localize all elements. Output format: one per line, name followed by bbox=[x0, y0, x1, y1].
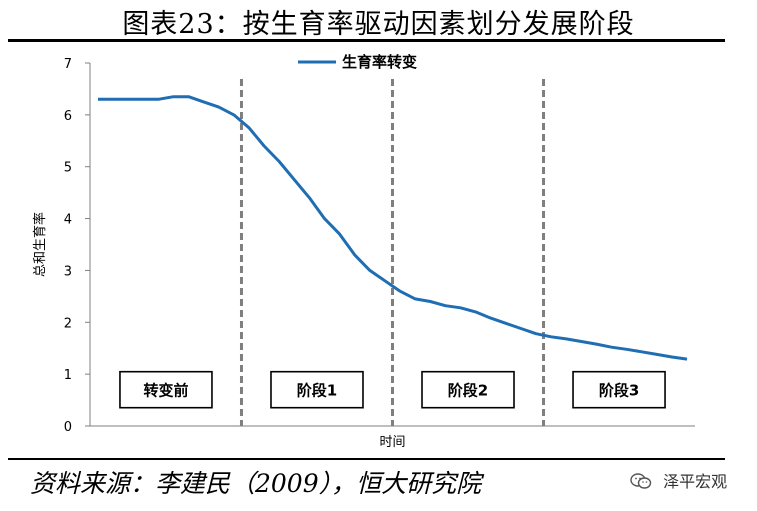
stage-box-frame bbox=[119, 370, 213, 409]
source-note: 资料来源：李建民（2009），恒大研究院 bbox=[30, 469, 482, 498]
y-axis: 0 1 2 3 4 5 6 7 bbox=[64, 57, 91, 435]
title-rule bbox=[8, 39, 725, 42]
page-title: 图表23：按生育率驱动因素划分发展阶段 bbox=[122, 9, 635, 40]
footer-rule bbox=[8, 458, 725, 460]
stage-labels: 转变前 阶段1 阶段2 阶段3 bbox=[119, 370, 666, 409]
y-tick-label: 6 bbox=[64, 109, 72, 124]
y-axis-label: 总和生育率 bbox=[32, 212, 48, 277]
series-line bbox=[98, 95, 688, 361]
stage-box: 转变前 bbox=[119, 370, 213, 409]
stage-box-frame bbox=[421, 370, 515, 409]
series-group bbox=[97, 95, 688, 361]
stage-box-frame bbox=[270, 370, 364, 409]
fertility-line-chart: 0 1 2 3 4 5 6 7 转变前 阶段1 阶段2 阶段3 生育率转变 总和生育率 时间 bbox=[32, 53, 695, 450]
stage-label: 转变前 bbox=[143, 382, 188, 400]
y-tick-label: 0 bbox=[64, 420, 72, 435]
y-tick-label: 1 bbox=[64, 368, 72, 383]
brand-badge: 泽平宏观 bbox=[630, 468, 727, 494]
stage-label: 阶段2 bbox=[448, 382, 488, 400]
y-tick-label: 7 bbox=[64, 57, 72, 72]
legend: 生育率转变 bbox=[298, 53, 417, 71]
stage-box: 阶段3 bbox=[572, 370, 666, 409]
stage-box: 阶段2 bbox=[421, 370, 515, 409]
stage-label: 阶段1 bbox=[297, 382, 337, 400]
y-tick-label: 3 bbox=[64, 264, 72, 279]
y-tick-label: 4 bbox=[64, 213, 72, 228]
stage-box: 阶段1 bbox=[270, 370, 364, 409]
x-axis-label: 时间 bbox=[379, 435, 405, 450]
stage-box-frame bbox=[572, 370, 666, 409]
stage-dividers bbox=[239, 79, 546, 426]
y-tick-label: 5 bbox=[64, 161, 72, 176]
stage-label: 阶段3 bbox=[599, 382, 639, 400]
legend-label: 生育率转变 bbox=[342, 53, 417, 71]
brand-name: 泽平宏观 bbox=[663, 472, 728, 491]
wechat-icon bbox=[630, 472, 652, 494]
y-tick-label: 2 bbox=[64, 316, 72, 331]
